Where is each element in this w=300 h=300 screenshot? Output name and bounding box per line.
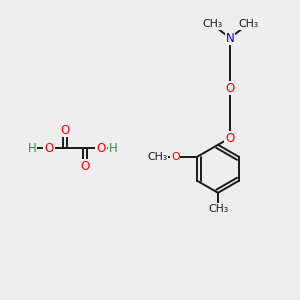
Text: O: O [60, 124, 70, 136]
Text: CH₃: CH₃ [208, 204, 228, 214]
Text: O: O [171, 152, 179, 162]
Text: CH₃: CH₃ [202, 19, 222, 29]
Text: H: H [109, 142, 118, 154]
Text: CH₃: CH₃ [147, 152, 167, 162]
Text: CH₃: CH₃ [238, 19, 258, 29]
Text: N: N [226, 32, 234, 44]
Text: O: O [225, 131, 235, 145]
Text: O: O [96, 142, 106, 154]
Text: O: O [44, 142, 54, 154]
Text: O: O [80, 160, 90, 172]
Text: O: O [225, 82, 235, 94]
Text: H: H [28, 142, 36, 154]
